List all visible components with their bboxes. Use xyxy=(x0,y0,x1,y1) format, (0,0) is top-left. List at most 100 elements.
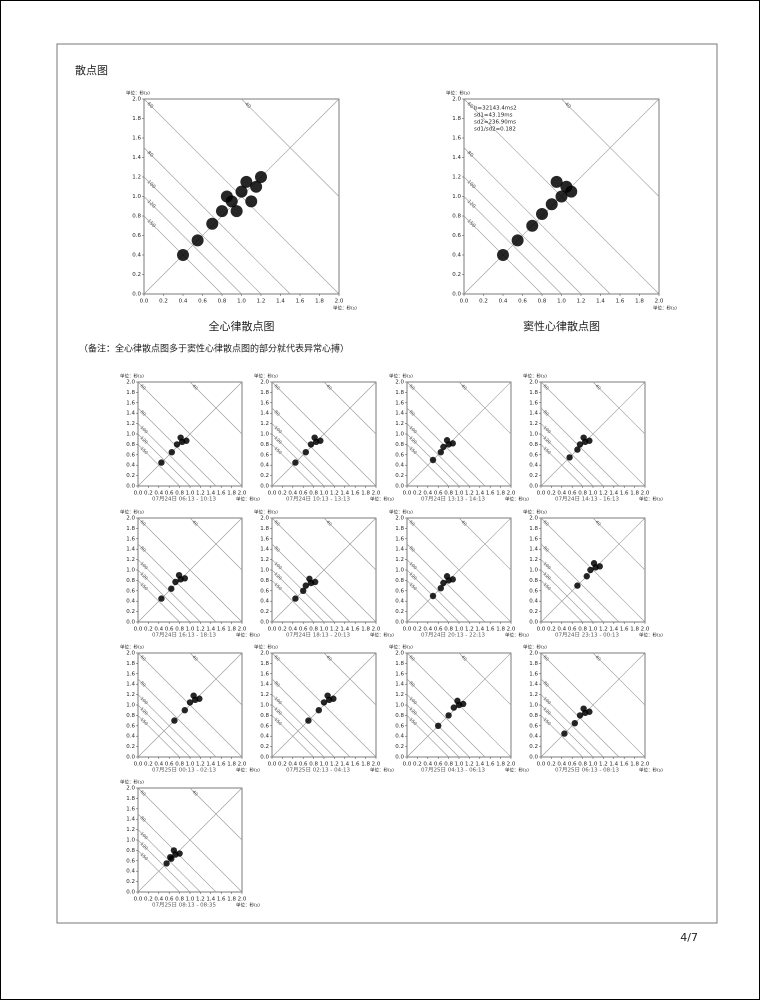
x-tick-label: 0.8 xyxy=(218,299,227,305)
y-tick-label: 0.0 xyxy=(452,292,461,298)
y-tick-label: 1.0 xyxy=(395,568,404,574)
rate-line xyxy=(540,444,583,487)
x-tick-label: 0.0 xyxy=(134,762,143,768)
rate-label: 60 xyxy=(542,519,550,527)
x-tick-label: 0.2 xyxy=(278,491,287,497)
rate-label: 80 xyxy=(139,680,147,688)
y-tick-label: 2.0 xyxy=(395,380,404,386)
point xyxy=(586,437,593,444)
unit-label: 单位：秒(s) xyxy=(236,496,260,503)
x-tick-label: 1.2 xyxy=(599,627,608,633)
y-tick-label: 1.4 xyxy=(126,547,135,553)
x-tick-label: 0.8 xyxy=(444,491,453,497)
y-tick-label: 1.4 xyxy=(132,155,141,161)
rate-line xyxy=(241,98,340,197)
y-tick-label: 1.4 xyxy=(529,682,538,688)
x-tick-label: 0.0 xyxy=(460,299,469,305)
y-tick-label: 2.0 xyxy=(260,380,269,386)
point xyxy=(311,578,319,586)
y-tick-label: 1.6 xyxy=(395,671,404,677)
y-tick-label: 1.8 xyxy=(126,526,135,532)
rate-line xyxy=(323,652,377,706)
x-tick-label: 1.8 xyxy=(227,627,236,633)
point xyxy=(526,219,539,232)
rate-line xyxy=(406,444,449,487)
point xyxy=(587,566,594,574)
chart-subtitle: 07月24日 06:13 - 10:13 xyxy=(152,496,216,503)
x-tick-label: 0.4 xyxy=(423,491,432,497)
rate-line xyxy=(406,517,512,623)
point xyxy=(565,185,578,198)
rate-label: 150 xyxy=(139,446,149,456)
x-tick-label: 1.4 xyxy=(206,627,215,633)
x-tick-label: 0.2 xyxy=(278,762,287,768)
point xyxy=(190,692,197,699)
x-tick-label: 0.8 xyxy=(309,491,318,497)
y-tick-label: 0.4 xyxy=(126,734,135,740)
rate-line xyxy=(406,704,460,758)
point xyxy=(292,595,299,602)
x-tick-label: 0.6 xyxy=(198,299,207,305)
y-tick-label: 0.0 xyxy=(126,484,135,490)
y-tick-label: 1.8 xyxy=(395,526,404,532)
rate-label: 120 xyxy=(139,435,149,445)
unit-label: 单位：秒(s) xyxy=(446,90,470,97)
y-tick-label: 0.2 xyxy=(395,609,404,615)
x-tick-label: 1.4 xyxy=(340,491,349,497)
rate-label: 120 xyxy=(273,706,283,716)
y-tick-label: 1.0 xyxy=(260,432,269,438)
point xyxy=(449,576,456,583)
x-tick-label: 1.2 xyxy=(599,762,608,768)
y-tick-label: 0.2 xyxy=(126,473,135,479)
point xyxy=(437,449,444,456)
x-tick-label: 1.2 xyxy=(330,627,339,633)
y-tick-label: 1.8 xyxy=(260,661,269,667)
y-tick-label: 1.4 xyxy=(529,411,538,417)
rate-label: 100 xyxy=(542,425,552,435)
rate-label: 150 xyxy=(273,582,283,592)
unit-label: 单位：秒(s) xyxy=(389,509,413,516)
unit-label: 单位：秒(s) xyxy=(639,767,663,774)
rate-label: 60 xyxy=(408,383,416,391)
point xyxy=(181,575,188,582)
x-tick-label: 0.0 xyxy=(268,762,277,768)
x-tick-label: 2.0 xyxy=(655,299,664,305)
y-tick-label: 2.0 xyxy=(126,516,135,522)
x-tick-label: 0.4 xyxy=(557,491,566,497)
x-tick-label: 1.2 xyxy=(196,897,205,903)
unit-label: 单位：秒(s) xyxy=(523,509,547,516)
x-tick-label: 1.8 xyxy=(227,762,236,768)
x-tick-label: 1.2 xyxy=(196,627,205,633)
unit-label: 单位：秒(s) xyxy=(333,305,357,312)
chart-subtitle: 07月24日 16:13 - 18:13 xyxy=(152,632,216,639)
rate-line xyxy=(137,433,191,487)
y-tick-label: 0.6 xyxy=(260,723,269,729)
x-tick-label: 0.0 xyxy=(537,627,546,633)
point xyxy=(158,459,165,466)
x-tick-label: 1.6 xyxy=(620,762,629,768)
point xyxy=(571,720,578,727)
y-tick-label: 1.2 xyxy=(529,692,538,698)
rate-label: 40 xyxy=(594,383,602,391)
x-tick-label: 0.6 xyxy=(568,762,577,768)
chart-subtitle: 07月25日 00:13 - 02:13 xyxy=(152,767,216,774)
x-tick-label: 0.6 xyxy=(165,627,174,633)
rate-label: 120 xyxy=(139,841,149,851)
x-tick-label: 1.4 xyxy=(596,299,605,305)
y-tick-label: 1.0 xyxy=(132,194,141,200)
rate-label: 40 xyxy=(460,654,468,662)
point xyxy=(302,582,309,589)
rate-line xyxy=(271,704,325,758)
y-tick-label: 1.6 xyxy=(529,536,538,542)
rate-line xyxy=(406,715,449,758)
y-tick-label: 1.8 xyxy=(529,390,538,396)
y-tick-label: 0.2 xyxy=(529,473,538,479)
y-tick-label: 0.2 xyxy=(260,473,269,479)
point xyxy=(317,437,324,444)
x-tick-label: 1.4 xyxy=(475,627,484,633)
point xyxy=(306,575,313,583)
chart-subtitle: 07月25日 08:13 - 08:35 xyxy=(152,902,216,909)
rate-label: 150 xyxy=(466,218,477,229)
x-tick-label: 0.0 xyxy=(134,897,143,903)
